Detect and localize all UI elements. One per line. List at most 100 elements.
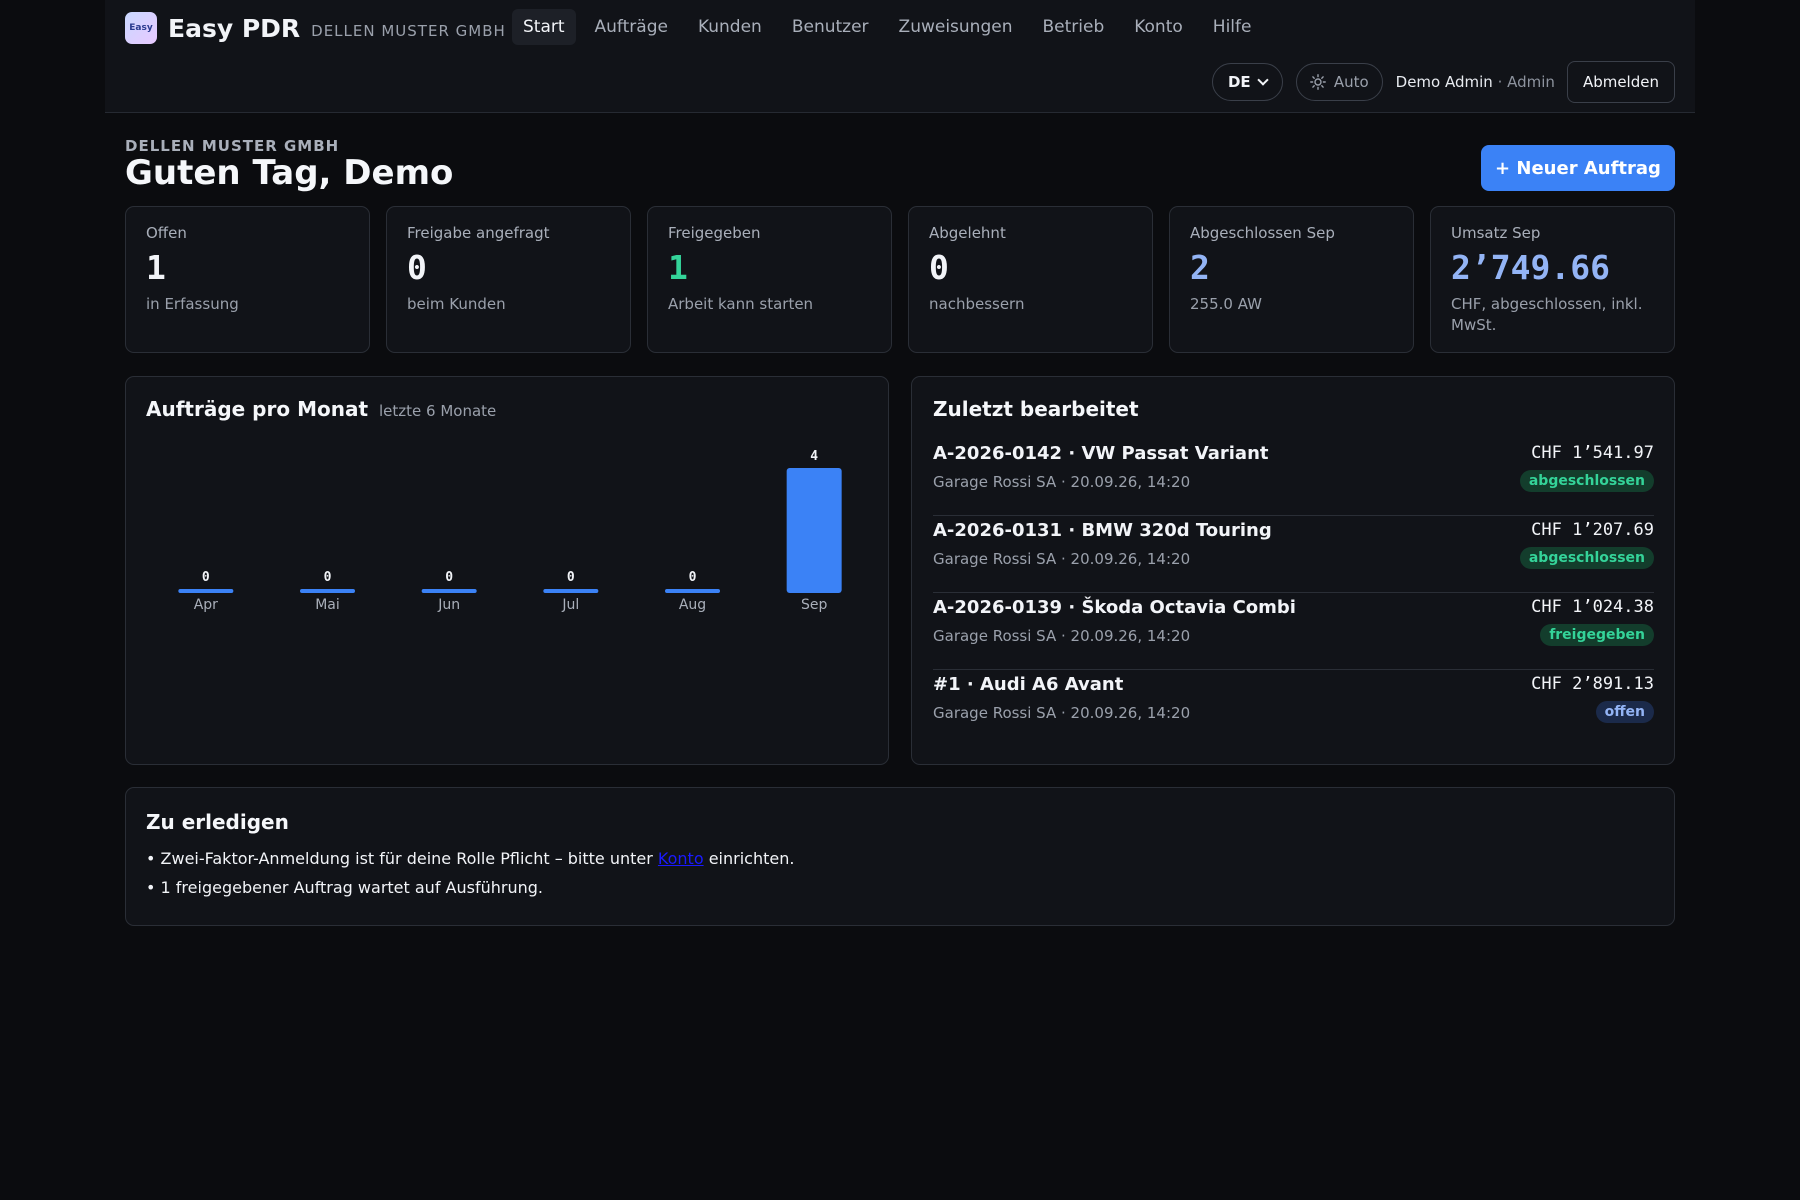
theme-label: Auto [1333, 73, 1369, 91]
nav-item-zuweisungen[interactable]: Zuweisungen [898, 17, 1013, 37]
stat-sub: CHF, abgeschlossen, inkl. MwSt. [1451, 295, 1643, 335]
bar-apr [178, 589, 234, 593]
chevron-down-icon [1257, 74, 1269, 86]
stats-row: Offen 1 in Erfassung Freigabe angefragt 0 bei… [125, 206, 1675, 353]
stat-label: Freigabe angefragt [407, 224, 550, 242]
stat-sub: in Erfassung [146, 295, 239, 314]
order-meta: Garage Rossi SA · 20.09.26, 14:20 [933, 473, 1191, 491]
logout-button[interactable]: Abmelden [1566, 61, 1675, 103]
chart-subtitle: letzte 6 Monate [378, 402, 497, 420]
order-summary: CHF 1’024.38 freigegeben [1531, 597, 1654, 660]
recent-order-info: A-2026-0139 · Škoda Octavia Combi Garage … [933, 597, 1296, 660]
status-badge: offen [1595, 701, 1654, 723]
app: Easy Easy PDR DELLEN MUSTER GMBH Start Au… [105, 0, 1695, 1200]
stat-sub: Arbeit kann starten [668, 295, 814, 314]
stat-label: Offen [146, 224, 187, 242]
todo-item-2fa: • Zwei-Faktor-Anmeldung ist für deine Ro… [146, 844, 1654, 873]
nav-item-benutzer[interactable]: Benutzer [791, 17, 869, 37]
nav-item-aufträge[interactable]: Aufträge [594, 17, 668, 37]
nav-item-kunden[interactable]: Kunden [697, 17, 762, 37]
recent-order-row[interactable]: A-2026-0142 · VW Passat Variant Garage Ro… [933, 439, 1654, 516]
x-tick-label: Aug [679, 597, 706, 613]
stat-sub: nachbessern [929, 295, 1025, 314]
x-tick-label: Sep [801, 597, 828, 613]
brand[interactable]: Easy Easy PDR DELLEN MUSTER GMBH [125, 12, 506, 44]
order-meta: Garage Rossi SA · 20.09.26, 14:20 [933, 550, 1191, 568]
x-tick-label: Jul [561, 597, 579, 613]
bar-value-label: 4 [810, 449, 818, 464]
order-title[interactable]: A-2026-0131 · BMW 320d Touring [933, 520, 1272, 541]
stat-value: 0 [929, 248, 949, 287]
header-actions: DE Auto Demo Admin · Admin [1211, 61, 1675, 103]
order-amount: CHF 2’891.13 [1531, 674, 1654, 694]
x-tick-label: Apr [194, 597, 218, 613]
nav-item-konto[interactable]: Konto [1134, 17, 1183, 37]
page-title: Guten Tag, Demo [125, 153, 454, 193]
bar-sep [786, 468, 842, 593]
recent-title: Zuletzt bearbeitet [933, 397, 1139, 421]
user-role: · Admin [1497, 73, 1555, 91]
x-tick-label: Jun [437, 597, 460, 613]
todo-title: Zu erledigen [146, 810, 289, 834]
recent-order-row[interactable]: A-2026-0131 · BMW 320d Touring Garage Ros… [933, 516, 1654, 593]
theme-toggle[interactable]: Auto [1295, 63, 1383, 101]
user-name: Demo Admin [1395, 73, 1493, 91]
main-nav: Start Aufträge Kunden Benutzer Zuweisungen Be… [512, 9, 1270, 45]
order-title[interactable]: #1 · Audi A6 Avant [933, 674, 1124, 695]
recent-order-info: A-2026-0142 · VW Passat Variant Garage Ro… [933, 443, 1269, 506]
order-summary: CHF 1’207.69 abgeschlossen [1519, 520, 1654, 583]
stat-card: Abgeschlossen Sep 2 255.0 AW [1169, 206, 1414, 353]
brand-company: DELLEN MUSTER GMBH [311, 21, 506, 40]
recent-order-row[interactable]: #1 · Audi A6 Avant Garage Rossi SA · 20.0… [933, 670, 1654, 740]
brand-name: Easy PDR [168, 13, 301, 43]
konto-link[interactable]: Konto [657, 849, 704, 868]
stat-card: Freigegeben 1 Arbeit kann starten [647, 206, 892, 353]
order-amount: CHF 1’207.69 [1531, 520, 1654, 540]
stat-value: 2 [1190, 248, 1210, 287]
todo-item-pending: • 1 freigegebener Auftrag wartet auf Aus… [146, 878, 543, 897]
todo-item-2fa-text: • Zwei-Faktor-Anmeldung ist für deine Ro… [146, 849, 658, 868]
order-title[interactable]: A-2026-0142 · VW Passat Variant [933, 443, 1269, 464]
bar-value-label: 0 [567, 570, 575, 585]
stat-card: Umsatz Sep 2’749.66 CHF, abgeschlossen, in… [1430, 206, 1675, 353]
stat-card: Offen 1 in Erfassung [125, 206, 370, 353]
nav-item-hilfe[interactable]: Hilfe [1212, 17, 1252, 37]
recent-order-row[interactable]: A-2026-0139 · Škoda Octavia Combi Garage … [933, 593, 1654, 670]
app-logo-icon: Easy [125, 12, 157, 44]
recent-order-info: #1 · Audi A6 Avant Garage Rossi SA · 20.0… [933, 674, 1190, 731]
recently-edited-panel: Zuletzt bearbeitet A-2026-0142 · VW Pass… [911, 376, 1675, 765]
chart-title-text: Aufträge pro Monat [146, 397, 369, 421]
stat-label: Abgeschlossen Sep [1190, 224, 1335, 242]
order-amount: CHF 1’024.38 [1531, 597, 1654, 617]
stat-card: Freigabe angefragt 0 beim Kunden [386, 206, 631, 353]
stat-sub: beim Kunden [407, 295, 506, 314]
status-badge: abgeschlossen [1519, 547, 1654, 569]
current-user: Demo Admin · Admin [1396, 73, 1555, 91]
recent-order-info: A-2026-0131 · BMW 320d Touring Garage Ros… [933, 520, 1272, 583]
top-navigation-bar: Easy Easy PDR DELLEN MUSTER GMBH Start Au… [105, 0, 1695, 113]
stat-value: 1 [146, 248, 166, 287]
page-company: DELLEN MUSTER GMBH [125, 137, 340, 155]
order-meta: Garage Rossi SA · 20.09.26, 14:20 [933, 627, 1191, 645]
x-tick-label: Mai [315, 597, 340, 613]
todo-list: • Zwei-Faktor-Anmeldung ist für deine Ro… [146, 844, 1654, 902]
stat-value: 1 [668, 248, 688, 287]
order-title[interactable]: A-2026-0139 · Škoda Octavia Combi [933, 597, 1296, 618]
nav-item-start[interactable]: Start [512, 9, 576, 45]
order-meta: Garage Rossi SA · 20.09.26, 14:20 [933, 704, 1191, 722]
stat-value: 0 [407, 248, 427, 287]
stat-sub: 255.0 AW [1190, 295, 1262, 314]
recent-list: A-2026-0142 · VW Passat Variant Garage Ro… [933, 439, 1654, 740]
stat-value: 2’749.66 [1451, 248, 1610, 287]
chart-title: Aufträge pro Monat letzte 6 Monate [146, 397, 496, 421]
order-amount: CHF 1’541.97 [1531, 443, 1654, 463]
nav-item-betrieb[interactable]: Betrieb [1042, 17, 1105, 37]
language-select[interactable]: DE [1211, 63, 1283, 101]
status-badge: abgeschlossen [1519, 470, 1654, 492]
stat-label: Abgelehnt [929, 224, 1006, 242]
stat-label: Umsatz Sep [1451, 224, 1541, 242]
language-value: DE [1227, 73, 1251, 91]
bar-mai [300, 589, 355, 593]
bar-value-label: 0 [445, 570, 453, 585]
new-order-button[interactable]: + Neuer Auftrag [1481, 145, 1675, 191]
